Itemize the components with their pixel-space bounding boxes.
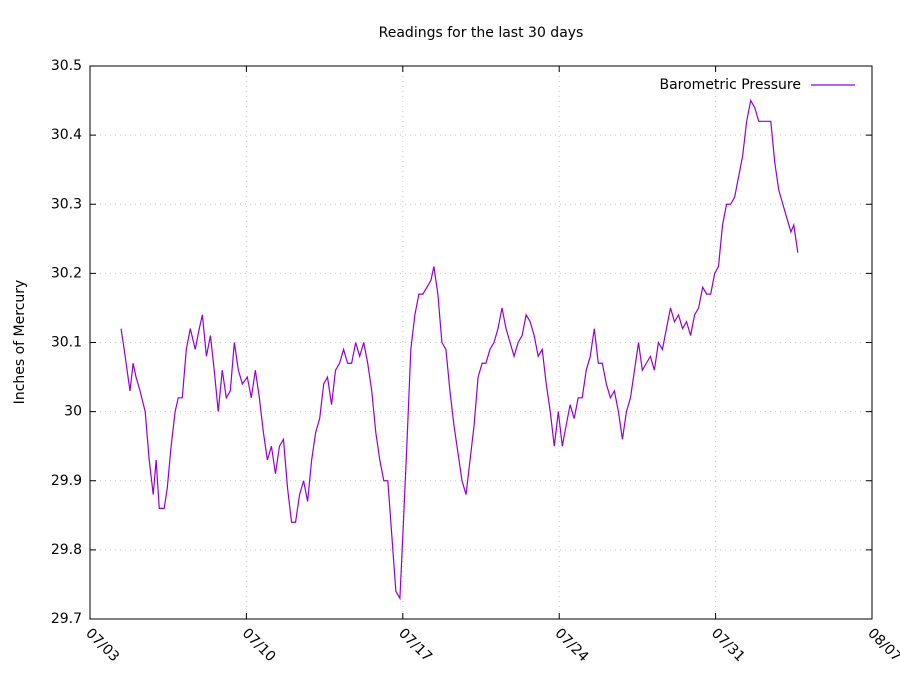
y-tick-label: 30.2 bbox=[51, 265, 82, 281]
x-tick-label: 07/03 bbox=[82, 625, 122, 665]
data-line bbox=[120, 98, 799, 601]
plot-frame bbox=[89, 65, 873, 620]
chart-title: Readings for the last 30 days bbox=[379, 25, 584, 41]
y-axis-label: Inches of Mercury bbox=[12, 280, 28, 405]
y-tick-label: 30.1 bbox=[51, 335, 82, 351]
x-tick-label: 07/24 bbox=[552, 625, 592, 665]
legend-label: Barometric Pressure bbox=[659, 77, 801, 93]
y-tick-label: 30.3 bbox=[51, 196, 82, 212]
y-tick-label: 29.7 bbox=[51, 611, 82, 627]
y-tick-label: 29.8 bbox=[51, 542, 82, 558]
x-tick-label: 07/31 bbox=[708, 625, 748, 665]
y-tick-label: 29.9 bbox=[51, 473, 82, 489]
y-tick-label: 30 bbox=[64, 404, 82, 420]
y-tick-label: 30.4 bbox=[51, 127, 82, 143]
x-tick-label: 07/17 bbox=[395, 625, 435, 665]
x-tick-label: 07/10 bbox=[239, 625, 279, 665]
y-tick-label: 30.5 bbox=[51, 58, 82, 74]
x-tick-label: 08/07 bbox=[864, 625, 900, 665]
